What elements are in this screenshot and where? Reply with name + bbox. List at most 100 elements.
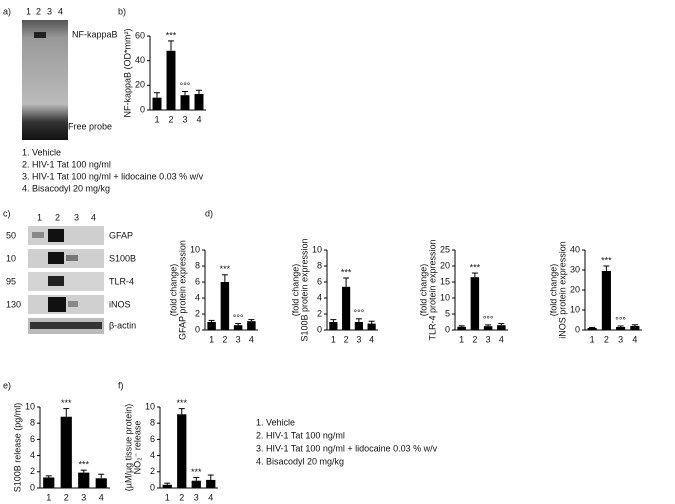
bar: [180, 95, 190, 110]
y-tick-label: 6: [195, 276, 200, 286]
bar: [43, 477, 55, 488]
bar: [601, 271, 611, 330]
lane-label: 1: [37, 212, 42, 222]
x-tick-label: 1: [154, 114, 159, 124]
panel-label: c): [3, 208, 11, 218]
bar: [194, 93, 204, 110]
bar: [162, 484, 172, 488]
bar: [367, 323, 376, 330]
significance: °°°: [353, 308, 364, 318]
legend-item: 4. Bisacodyl 20 mg/kg: [256, 456, 344, 466]
y-axis-label: TLR-4 protein expression: [427, 239, 437, 340]
significance: ***: [341, 267, 352, 277]
lane-label: 4: [91, 212, 96, 222]
y-tick-label: 4: [150, 450, 155, 460]
bar: [95, 478, 107, 488]
x-tick-label: 3: [81, 492, 86, 502]
y-axis-label: S100B protein expression: [299, 238, 309, 341]
x-tick-label: 1: [590, 334, 595, 344]
y-tick-label: 40: [570, 244, 580, 254]
protein-label: S100B: [109, 253, 136, 263]
bar: [78, 472, 90, 488]
bar: [470, 277, 480, 330]
y-axis-label: NO₂⁻ release: [132, 421, 142, 475]
legend-item: 4. Bisacodyl 20 mg/kg: [22, 183, 110, 193]
x-tick-label: 3: [236, 334, 241, 344]
y-tick-label: 8: [30, 418, 35, 428]
bar: [247, 321, 256, 330]
y-tick-label: 0: [445, 324, 450, 334]
lane-label: 1: [26, 6, 31, 16]
y-tick-label: 4: [317, 292, 322, 302]
x-tick-label: 4: [369, 334, 374, 344]
y-tick-label: 20: [135, 80, 145, 90]
significance: ***: [220, 264, 231, 274]
y-tick-label: 8: [317, 260, 322, 270]
bar: [630, 326, 640, 330]
bar: [497, 325, 506, 330]
significance: ***: [601, 255, 612, 265]
significance: ***: [470, 262, 481, 272]
panel-label: f): [118, 380, 124, 390]
bar: [587, 328, 597, 330]
protein-label: β-actin: [109, 320, 136, 330]
significance: ***: [191, 467, 202, 477]
y-axis-label: (fold change): [548, 264, 558, 317]
y-tick-label: 10: [145, 401, 155, 411]
significance: °°°: [180, 81, 191, 91]
bar: [329, 322, 338, 330]
y-tick-label: 0: [195, 324, 200, 334]
bar: [220, 282, 230, 330]
lane-label: 4: [58, 6, 63, 16]
x-tick-label: 2: [168, 114, 173, 124]
y-tick-label: 10: [25, 401, 35, 411]
y-tick-label: 25: [440, 244, 450, 254]
panel-label: b): [118, 6, 126, 16]
y-tick-label: 6: [150, 434, 155, 444]
x-tick-label: 3: [618, 334, 623, 344]
y-axis-label: NF-kappaB (OD*mm²): [122, 28, 132, 117]
y-tick-label: 0: [575, 324, 580, 334]
lane-label: 3: [74, 212, 79, 222]
mw-marker: 10: [6, 253, 16, 263]
x-tick-label: 1: [46, 492, 51, 502]
y-tick-label: 2: [317, 308, 322, 318]
y-tick-label: 6: [317, 276, 322, 286]
y-tick-label: 30: [570, 264, 580, 274]
y-tick-label: 8: [150, 418, 155, 428]
gel-image: [22, 20, 68, 140]
lane-label: 2: [36, 6, 41, 16]
bar: [342, 286, 351, 330]
y-axis-label: (fold change): [290, 264, 300, 317]
panel-label: e): [3, 380, 11, 390]
x-tick-label: 3: [194, 492, 199, 502]
mw-marker: 50: [6, 230, 16, 240]
x-tick-label: 3: [182, 114, 187, 124]
x-tick-label: 4: [249, 334, 254, 344]
bar: [233, 325, 243, 330]
bar: [616, 327, 626, 330]
y-tick-label: 20: [570, 284, 580, 294]
panel-label: d): [205, 208, 213, 218]
y-tick-label: 15: [440, 276, 450, 286]
y-axis-label: (fold change): [168, 264, 178, 317]
y-tick-label: 10: [312, 244, 322, 254]
bar: [191, 480, 201, 488]
x-tick-label: 1: [459, 334, 464, 344]
x-tick-label: 2: [222, 334, 227, 344]
significance: ***: [78, 460, 89, 470]
legend-item: 3. HIV-1 Tat 100 ng/ml + lidocaine 0.03 …: [22, 171, 204, 181]
gel-band: [34, 32, 46, 38]
x-tick-label: 4: [208, 492, 213, 502]
y-tick-label: 40: [135, 55, 145, 65]
significance: °°°: [233, 313, 244, 323]
x-tick-label: 4: [499, 334, 504, 344]
y-tick-label: 4: [30, 450, 35, 460]
x-tick-label: 2: [344, 334, 349, 344]
legend-item: 1. Vehicle: [256, 417, 295, 427]
bar: [60, 416, 72, 488]
protein-label: GFAP: [109, 230, 133, 240]
panel-label: a): [3, 6, 11, 16]
bar: [166, 50, 176, 110]
